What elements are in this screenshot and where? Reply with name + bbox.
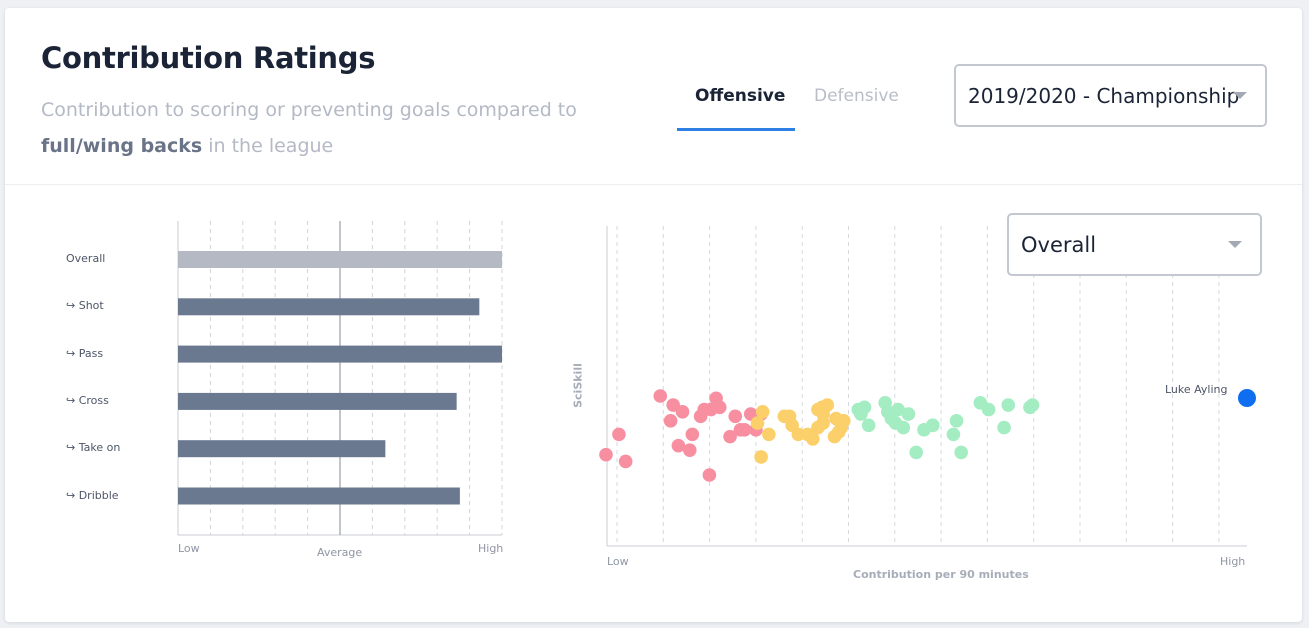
- subtitle-suffix: in the league: [208, 135, 334, 157]
- category-bar-chart: [177, 221, 503, 536]
- scatter-point-green: [909, 445, 923, 460]
- card-header: Contribution Ratings Contribution to sco…: [5, 8, 1302, 185]
- scatter-point-red: [723, 429, 737, 444]
- active-tab-indicator: [677, 128, 795, 131]
- scatter-point-red: [702, 468, 717, 482]
- scatter-point-red: [599, 447, 613, 462]
- bar: [178, 251, 502, 268]
- scatter-point-orange: [754, 450, 768, 464]
- scatter-point-red: [671, 438, 686, 453]
- season-select[interactable]: 2019/2020 - Championship: [954, 64, 1267, 127]
- scatter-point-red: [737, 423, 752, 437]
- scatter-point-green: [997, 420, 1011, 435]
- scatter-point-orange: [762, 427, 776, 442]
- scatter-point-red: [712, 400, 727, 415]
- chevron-down-icon: [1233, 92, 1247, 99]
- scatter-point-red: [685, 427, 700, 442]
- bar-category-label: ↪ Pass: [66, 346, 104, 360]
- bar-category-label: ↪ Cross: [66, 393, 109, 407]
- tab-offensive[interactable]: Offensive: [695, 86, 786, 106]
- scatter-point-green: [901, 407, 916, 421]
- bar: [178, 345, 502, 363]
- scatter-point-orange: [806, 432, 820, 446]
- scatter-point-green: [981, 402, 996, 417]
- metric-select[interactable]: Overall: [1007, 213, 1262, 276]
- bar-category-label: ↪ Shot: [66, 299, 104, 313]
- bar-category-label: Overall: [66, 252, 106, 265]
- scatter-point-green: [949, 414, 964, 428]
- scatter-point-green: [891, 402, 905, 417]
- bar-axis-low-label: Low: [178, 542, 200, 555]
- highlighted-player-label: Luke Ayling: [1165, 383, 1228, 396]
- subtitle-position: full/wing backs: [41, 135, 203, 157]
- page-subtitle: Contribution to scoring or preventing go…: [41, 92, 621, 164]
- bar-category-label: ↪ Dribble: [66, 488, 119, 502]
- scatter-point-green: [857, 400, 872, 415]
- scatter-point-green: [896, 420, 911, 435]
- scatter-point-red: [612, 427, 626, 442]
- highlighted-player-point[interactable]: [1238, 389, 1256, 407]
- scatter-x-low-label: Low: [607, 555, 629, 568]
- scatter-point-red: [666, 398, 681, 412]
- scatter-point-green: [925, 418, 940, 433]
- scatter-point-orange: [816, 416, 830, 430]
- subtitle-text: Contribution to scoring or preventing go…: [41, 99, 577, 121]
- tab-defensive[interactable]: Defensive: [814, 86, 899, 106]
- scatter-point-red: [675, 405, 690, 419]
- bar: [178, 487, 460, 505]
- scatter-point-red: [618, 454, 633, 469]
- scatter-point-green: [1001, 398, 1016, 412]
- scatter-x-high-label: High: [1220, 555, 1246, 568]
- scatter-point-orange: [837, 414, 851, 428]
- scatter-point-green: [946, 427, 961, 442]
- bar-axis-high-label: High: [478, 542, 504, 555]
- bar-axis-average-label: Average: [317, 546, 363, 559]
- scatter-point-orange: [820, 398, 835, 412]
- page-title: Contribution Ratings: [41, 41, 376, 75]
- scatter-y-axis-title: SciSkill: [571, 363, 585, 408]
- scatter-point-red: [653, 389, 668, 403]
- scatter-point-red: [663, 414, 678, 428]
- scatter-point-orange: [755, 405, 770, 419]
- scatter-point-red: [682, 443, 697, 457]
- bar: [178, 298, 480, 316]
- season-select-value: 2019/2020 - Championship: [968, 84, 1240, 108]
- scatter-point-orange: [791, 427, 806, 442]
- bar: [178, 440, 386, 458]
- bar: [178, 392, 457, 410]
- scatter-point-orange: [750, 416, 765, 430]
- scatter-point-green: [861, 418, 876, 433]
- scatter-x-axis-title: Contribution per 90 minutes: [853, 568, 1029, 581]
- bar-category-label: ↪ Take on: [66, 441, 121, 455]
- metric-select-value: Overall: [1021, 233, 1097, 257]
- chevron-down-icon: [1228, 241, 1242, 248]
- scatter-point-green: [1025, 398, 1040, 412]
- scatter-point-green: [954, 445, 968, 460]
- contribution-scatter-plot: [599, 226, 1256, 547]
- scatter-point-red: [728, 409, 743, 424]
